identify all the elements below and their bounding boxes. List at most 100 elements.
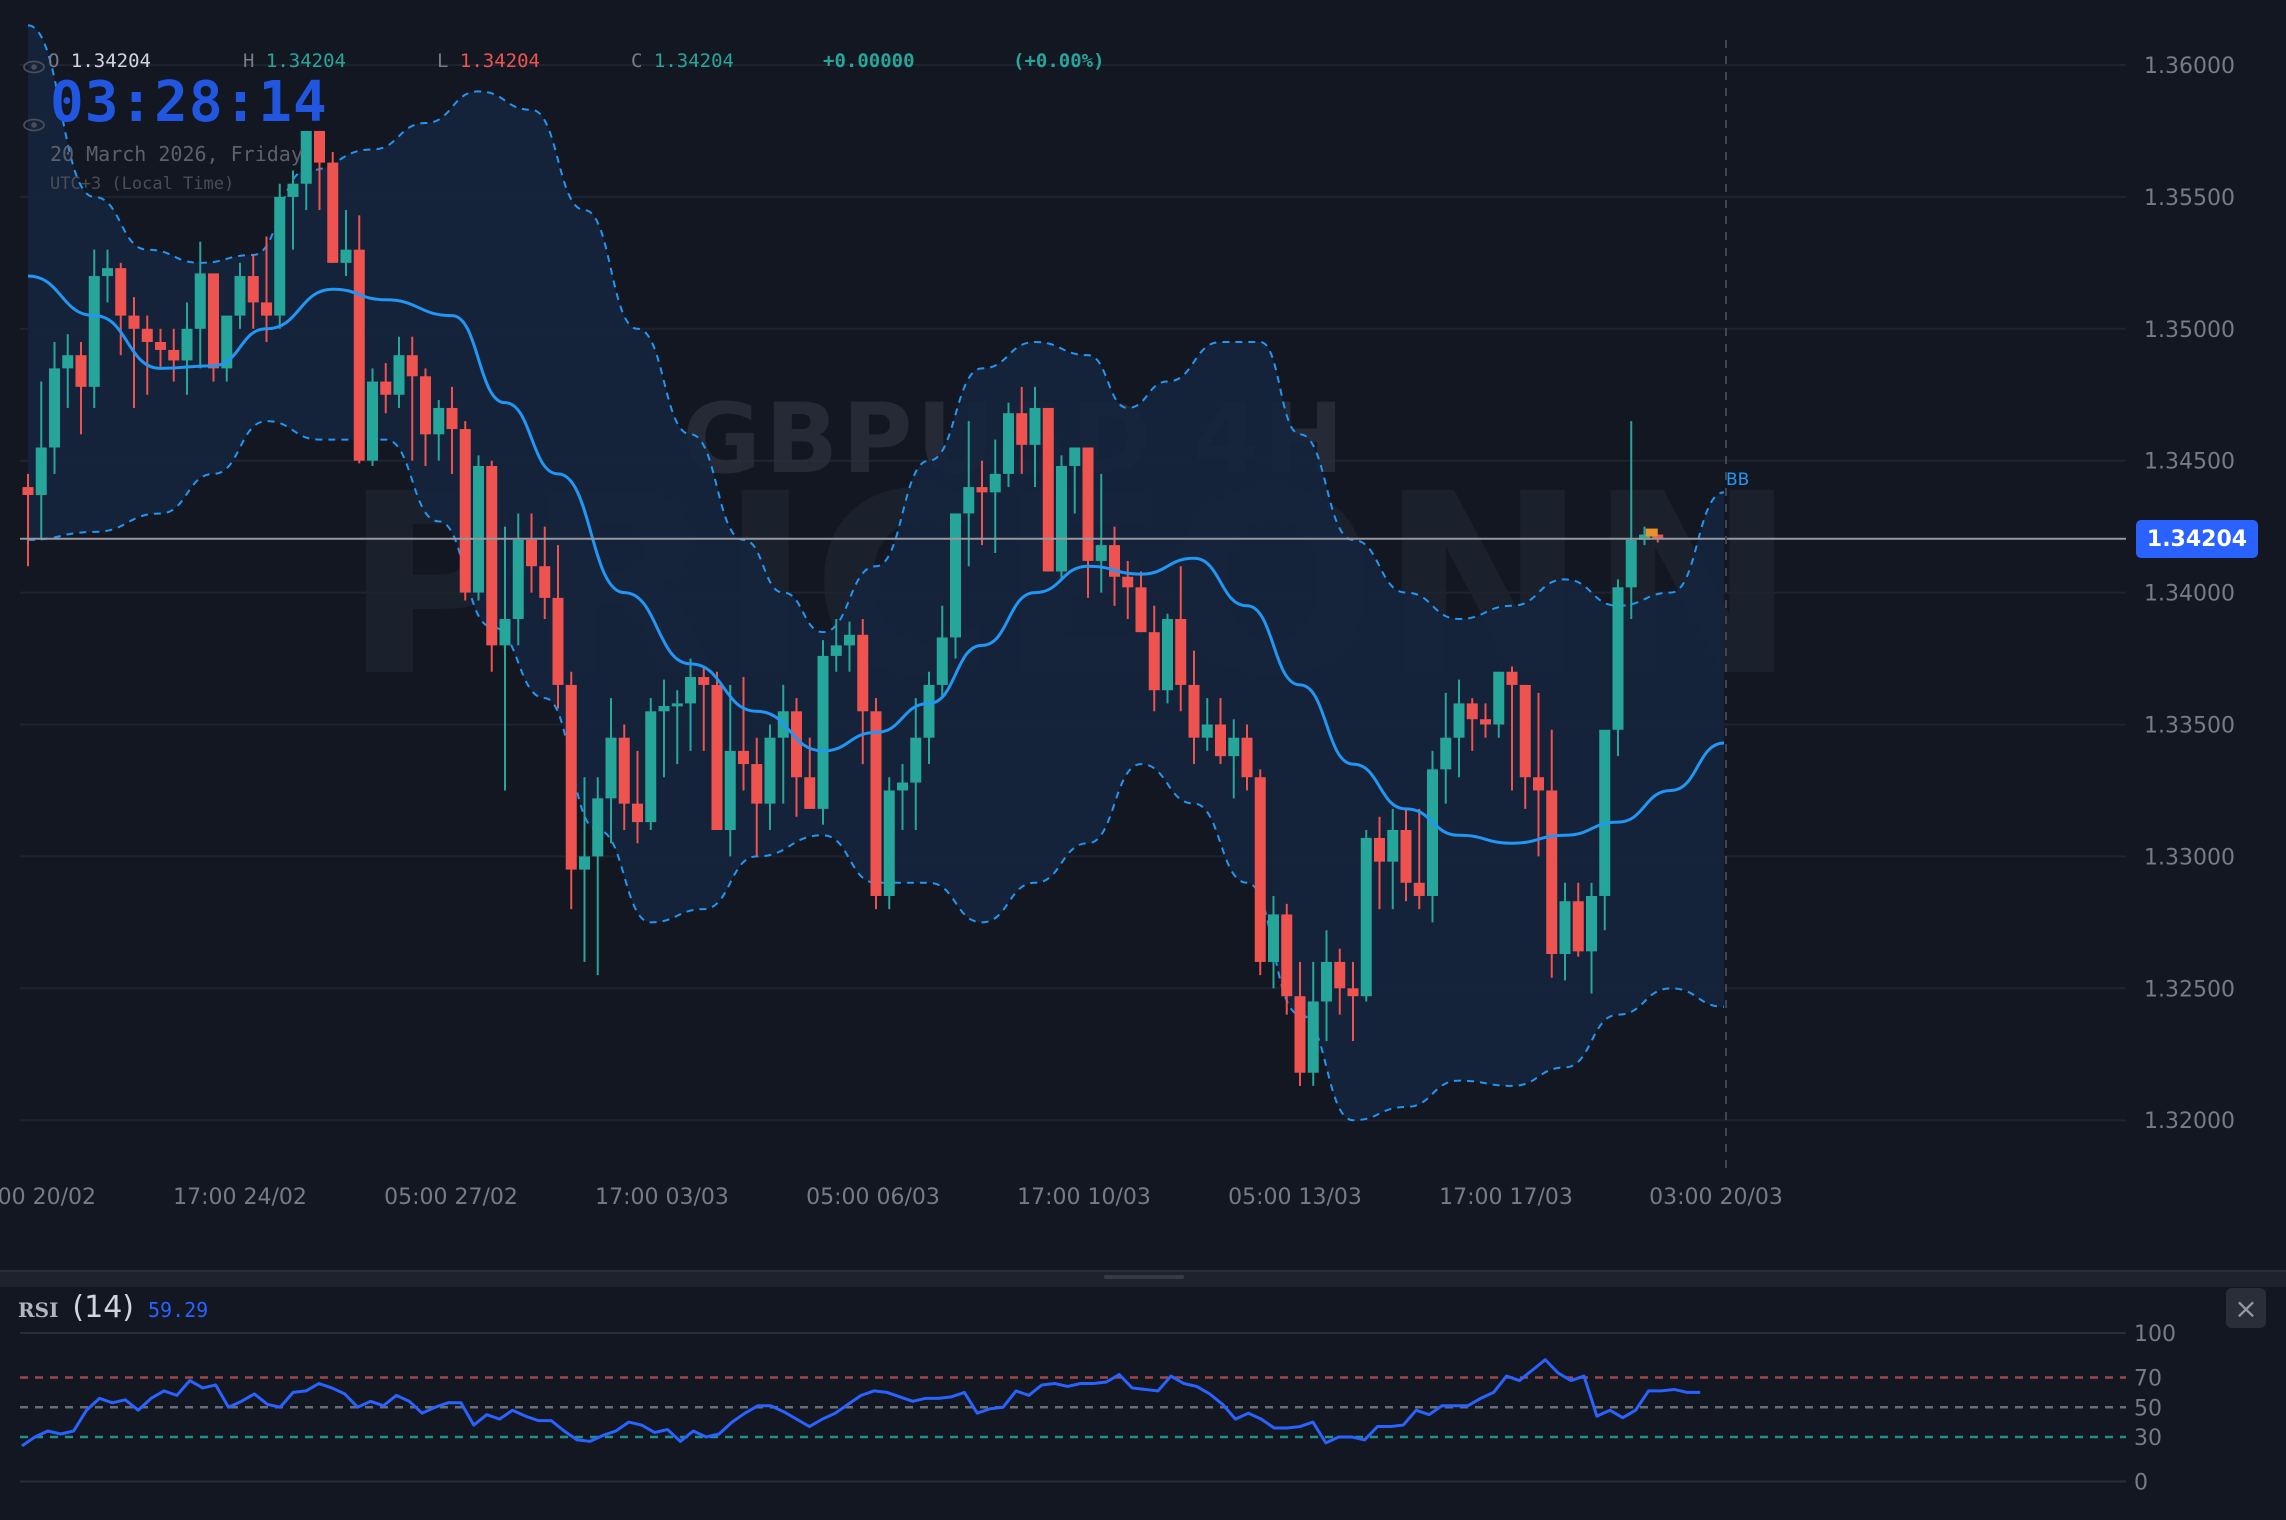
candle <box>393 336 405 408</box>
candle <box>499 526 511 791</box>
candle <box>592 777 604 976</box>
candle <box>804 737 816 809</box>
candle <box>539 526 551 619</box>
candle <box>102 249 113 303</box>
rsi-axis-label: 0 <box>2134 1471 2148 1496</box>
rsi-axis-label: 50 <box>2134 1396 2162 1421</box>
candle <box>1374 816 1385 910</box>
low-value: 1.34204 <box>459 50 540 72</box>
candle <box>1268 895 1279 989</box>
candle <box>1612 579 1624 757</box>
bb-upper-line <box>27 24 1725 634</box>
rsi-pane[interactable]: 100 70 50 30 0 <box>0 1285 2286 1516</box>
candle <box>1281 903 1293 1015</box>
candle <box>724 684 736 857</box>
candle <box>1639 526 1650 546</box>
candle <box>1082 447 1094 598</box>
candle <box>645 698 657 831</box>
time-axis-label: 05:00 27/02 <box>384 1185 518 1210</box>
candle <box>1599 729 1611 931</box>
price-chart[interactable]: 1.36000 1.35500 1.35000 1.34500 1.34000 1.335… <box>0 0 2286 1270</box>
candle <box>976 460 988 546</box>
candle <box>380 363 392 414</box>
price-axis-label: 1.35500 <box>2144 186 2235 211</box>
time-axis-label: 00 20/02 <box>0 1185 96 1210</box>
pane-resize-handle[interactable] <box>1104 1275 1184 1279</box>
candle <box>989 439 1001 554</box>
candle <box>367 368 378 466</box>
candle <box>830 618 842 672</box>
candle <box>1506 666 1518 791</box>
candle <box>1400 808 1412 902</box>
rsi-chart[interactable]: 100 70 50 30 0 <box>0 1285 2286 1516</box>
candle <box>685 658 696 751</box>
candle <box>406 336 418 461</box>
candle <box>300 130 312 211</box>
candle <box>579 777 590 962</box>
candle <box>75 341 87 435</box>
candle <box>817 640 829 825</box>
candle <box>1228 719 1240 799</box>
candle <box>923 671 935 765</box>
candle <box>141 315 153 395</box>
candle <box>791 698 802 817</box>
clock-timezone: UTC+3 (Local Time) <box>50 174 235 194</box>
candle <box>1162 613 1173 704</box>
close-label: C <box>631 50 643 72</box>
candle <box>1122 560 1134 619</box>
candle <box>1546 729 1558 978</box>
candle <box>1360 830 1372 1002</box>
time-axis-label: 17:00 10/03 <box>1017 1185 1151 1210</box>
candle <box>526 513 537 593</box>
candle <box>459 421 471 601</box>
rsi-axis-label: 70 <box>2134 1367 2162 1392</box>
candle <box>1003 402 1014 488</box>
candle <box>1572 882 1584 957</box>
rsi-length: (14) <box>72 1290 135 1325</box>
candle <box>1559 882 1571 981</box>
candle <box>1215 698 1226 765</box>
candle <box>353 215 365 464</box>
candle <box>1042 407 1054 572</box>
candle <box>1480 703 1491 738</box>
close-rsi-button[interactable]: × <box>2226 1288 2266 1328</box>
open-value: 1.34204 <box>70 50 151 72</box>
candle <box>35 381 47 540</box>
candle <box>1069 447 1081 514</box>
candle <box>88 249 100 408</box>
candle <box>1056 455 1067 580</box>
candle <box>910 698 922 831</box>
candle <box>711 671 723 831</box>
candle <box>234 262 246 329</box>
candle <box>565 671 577 910</box>
candle <box>1586 882 1597 994</box>
candle <box>340 210 352 277</box>
candle <box>1307 961 1319 1086</box>
candle <box>552 545 564 709</box>
candle <box>327 152 339 263</box>
time-axis-label: 05:00 13/03 <box>1228 1185 1362 1210</box>
main-chart-pane[interactable]: 1.36000 1.35500 1.35000 1.34500 1.34000 1.335… <box>0 0 2286 1270</box>
candle <box>420 368 431 466</box>
candle <box>1294 961 1306 1086</box>
candle <box>512 513 524 646</box>
candle <box>1135 571 1147 633</box>
price-axis-label: 1.33500 <box>2144 714 2235 739</box>
candle <box>844 621 855 672</box>
rsi-name: RSI <box>18 1298 59 1322</box>
price-axis-label: 1.34500 <box>2144 450 2235 475</box>
rsi-line <box>21 1358 1701 1448</box>
candle <box>155 328 166 369</box>
change-percent: (+0.00%) <box>1013 50 1105 72</box>
time-axis-label: 05:00 06/03 <box>806 1185 940 1210</box>
bb-indicator-label[interactable]: BB <box>1726 470 1750 490</box>
candle <box>1334 948 1346 1015</box>
candle <box>963 421 975 567</box>
price-axis-label: 1.34000 <box>2144 582 2235 607</box>
candle <box>1109 526 1120 606</box>
eye-icon[interactable] <box>22 118 46 132</box>
candle <box>314 130 325 211</box>
candle <box>1188 650 1200 765</box>
eye-icon[interactable] <box>22 60 46 74</box>
candle <box>671 690 683 765</box>
